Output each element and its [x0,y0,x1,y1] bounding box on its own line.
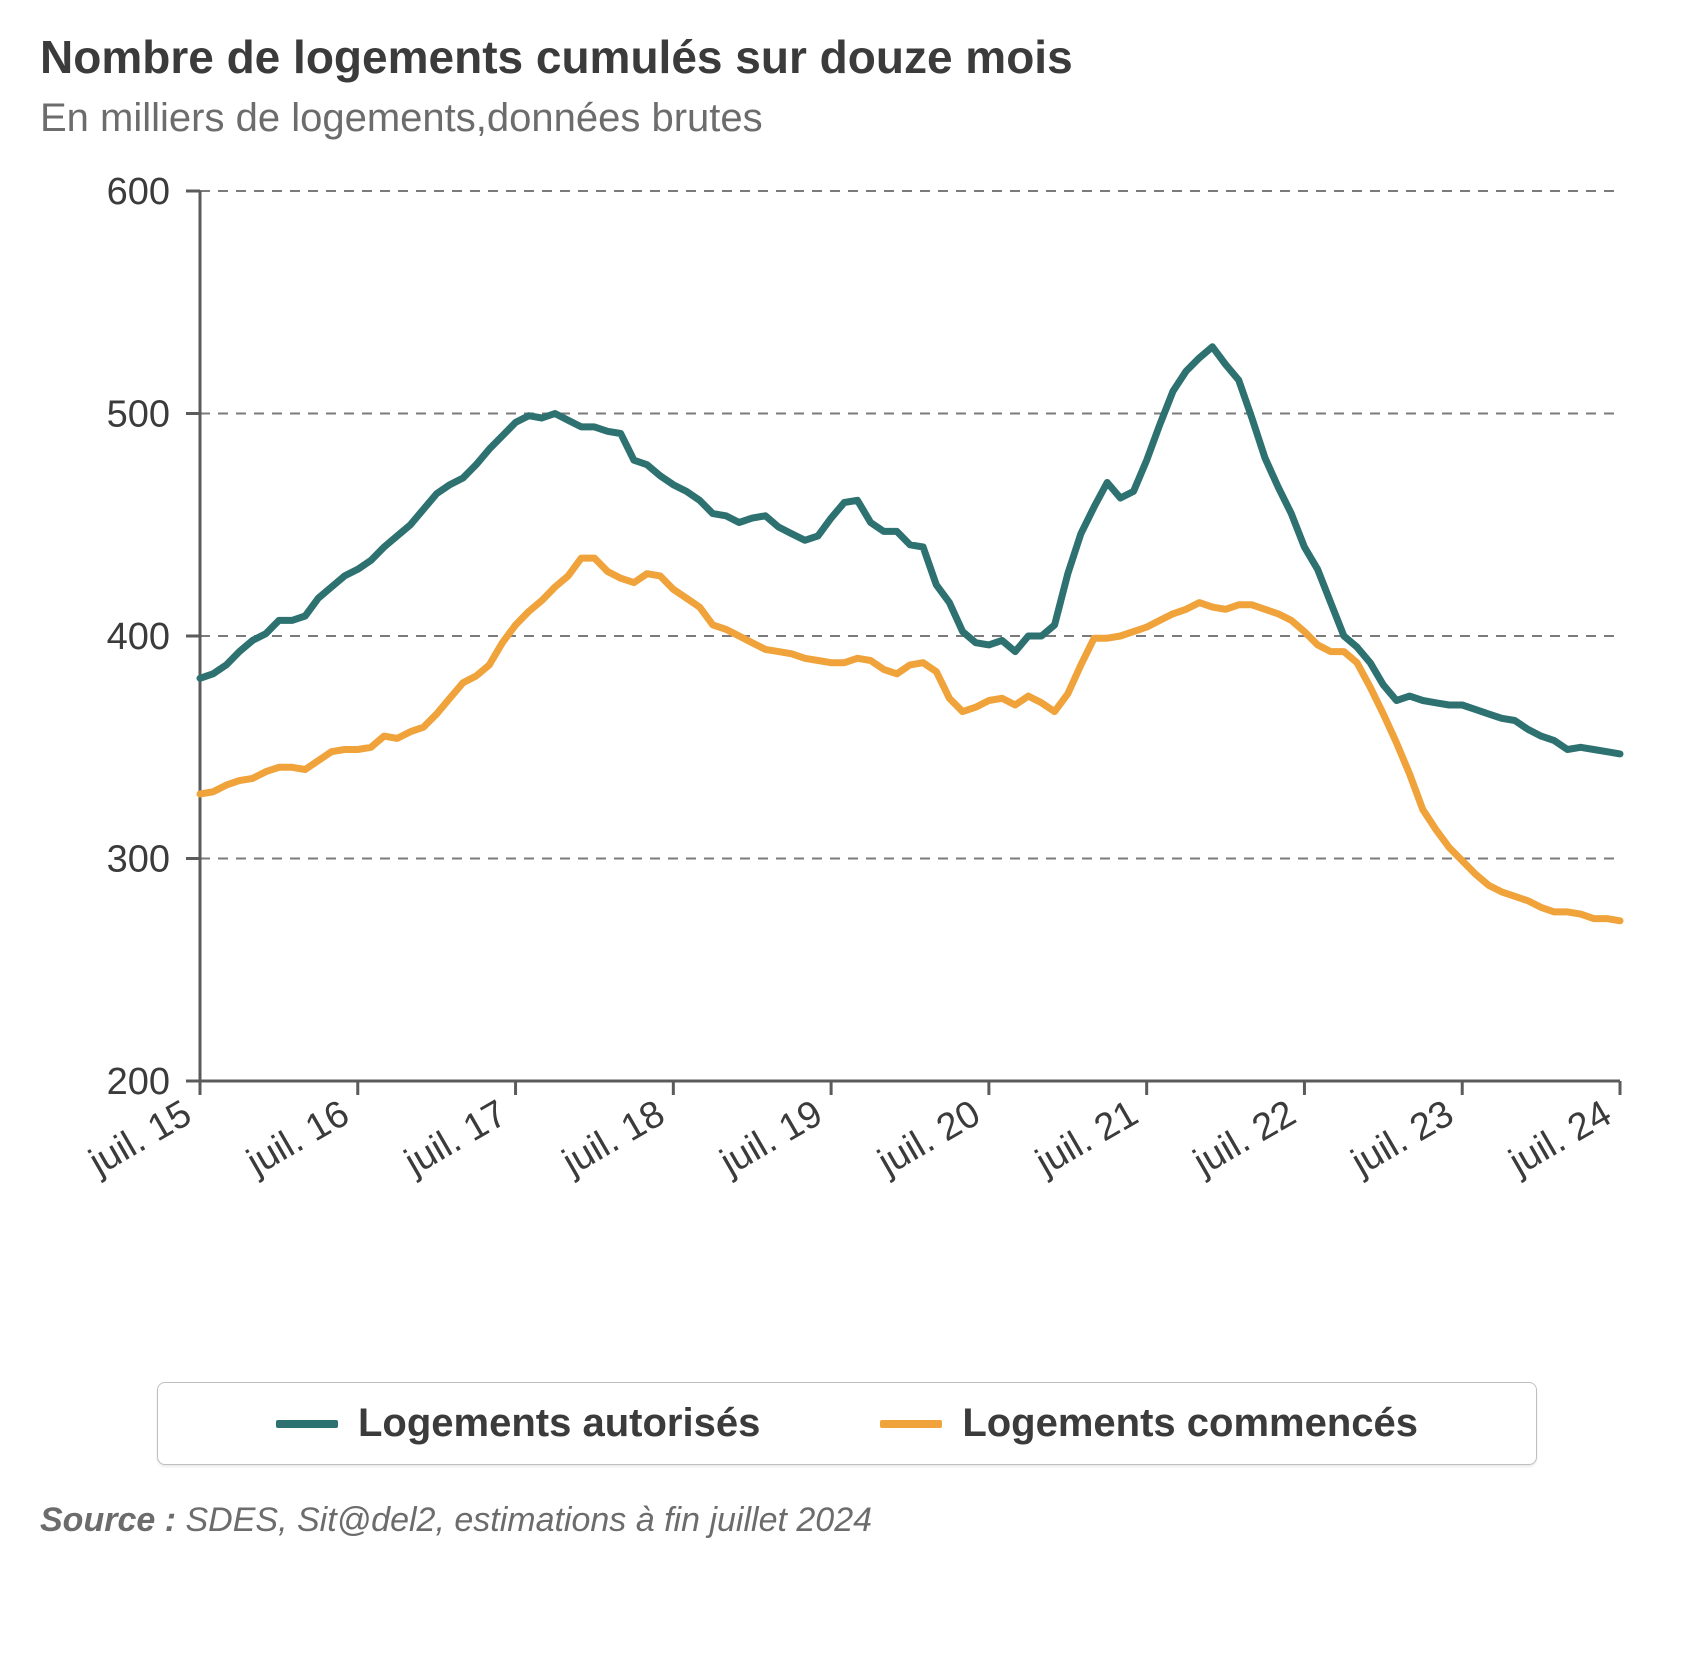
svg-text:juil. 17: juil. 17 [397,1092,514,1184]
svg-text:300: 300 [107,839,170,881]
svg-text:500: 500 [107,394,170,436]
source-text: SDES, Sit@del2, estimations à fin juille… [186,1501,873,1539]
svg-text:400: 400 [107,616,170,658]
legend-label: Logements commencés [962,1401,1418,1446]
chart-subtitle: En milliers de logements,données brutes [40,96,1654,141]
svg-text:200: 200 [107,1061,170,1103]
legend-label: Logements autorisés [358,1401,760,1446]
chart-plot-area: 200 300 400 500 600 juil. 15 juil. 16 juil. 17 j… [30,171,1654,1356]
source-label: Source : [40,1501,176,1539]
svg-text:juil. 19: juil. 19 [713,1092,830,1184]
svg-text:juil. 16: juil. 16 [239,1092,356,1184]
legend-item: Logements commencés [880,1401,1418,1446]
svg-text:juil. 21: juil. 21 [1028,1092,1145,1184]
svg-text:600: 600 [107,171,170,213]
chart-container: Nombre de logements cumulés sur douze mo… [0,0,1684,1656]
source-note: Source : SDES, Sit@del2, estimations à f… [40,1501,1654,1540]
legend-swatch [880,1420,942,1428]
legend-swatch [276,1420,338,1428]
svg-text:juil. 24: juil. 24 [1502,1092,1619,1184]
svg-text:juil. 22: juil. 22 [1186,1092,1303,1184]
svg-text:juil. 18: juil. 18 [555,1092,672,1184]
legend-item: Logements autorisés [276,1401,760,1446]
svg-text:juil. 15: juil. 15 [82,1092,199,1184]
svg-text:juil. 20: juil. 20 [870,1092,987,1184]
legend: Logements autorisés Logements commencés [157,1382,1537,1465]
line-chart-svg: 200 300 400 500 600 juil. 15 juil. 16 juil. 17 j… [30,171,1634,1351]
svg-text:juil. 23: juil. 23 [1344,1092,1461,1184]
chart-title: Nombre de logements cumulés sur douze mo… [40,30,1654,84]
